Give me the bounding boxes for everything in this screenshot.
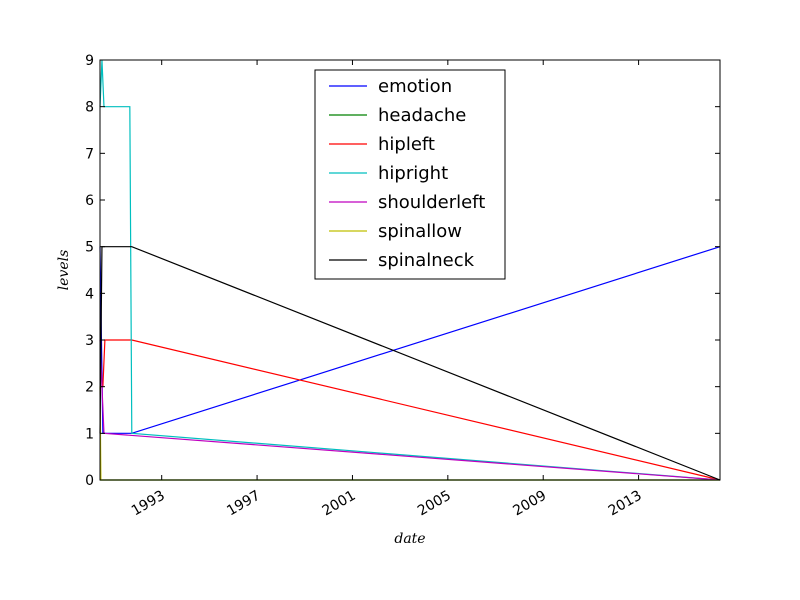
- y-tick-label: 3: [85, 333, 94, 349]
- y-tick-label: 8: [85, 100, 94, 116]
- series-line-hipright: [99, 59, 721, 481]
- legend: emotion headache hipleft hipright shoulderle…: [314, 69, 506, 280]
- legend-label-headache: headache: [378, 105, 466, 126]
- y-tick-label: 1: [85, 426, 94, 442]
- legend-label-hipleft: hipleft: [378, 134, 435, 155]
- y-tick-label: 9: [85, 53, 94, 69]
- y-tick-label: 5: [85, 240, 94, 256]
- y-tick-label: 7: [85, 146, 94, 162]
- plot-frame: [99, 59, 721, 481]
- y-tick-label: 6: [85, 193, 94, 209]
- y-axis-label: levels: [56, 250, 72, 291]
- y-tick-label: 0: [85, 473, 94, 489]
- x-axis-label: date: [394, 531, 425, 547]
- legend-label-spinallow: spinallow: [378, 221, 462, 242]
- y-tick-label: 2: [85, 380, 94, 396]
- legend-label-emotion: emotion: [378, 76, 452, 97]
- legend-label-hipright: hipright: [378, 163, 448, 184]
- legend-label-shoulderleft: shoulderleft: [378, 192, 485, 213]
- y-tick-label: 4: [85, 286, 94, 302]
- legend-box: [314, 69, 506, 280]
- legend-label-spinalneck: spinalneck: [378, 250, 475, 271]
